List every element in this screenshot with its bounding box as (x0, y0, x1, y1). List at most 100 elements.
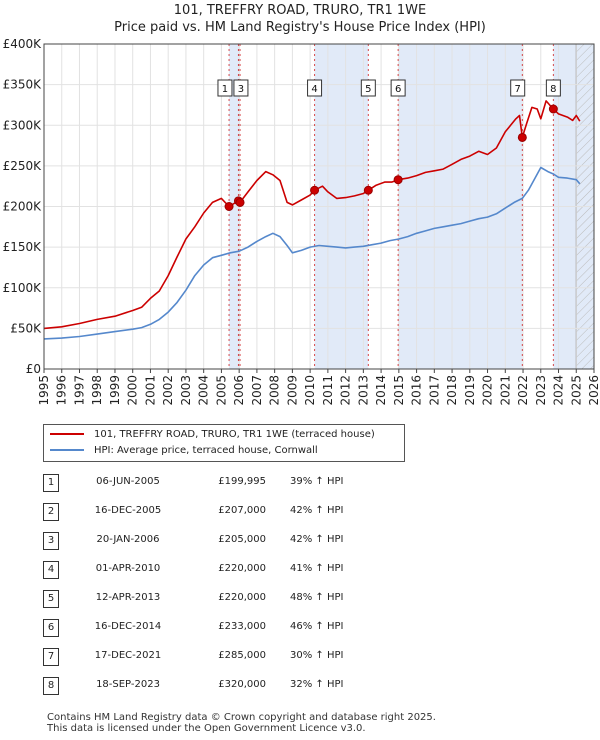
sale-label-text: 7 (515, 84, 521, 95)
sale-date: 16-DEC-2014 (94, 621, 162, 632)
sale-point (224, 202, 234, 212)
x-tick-label: 1997 (72, 375, 86, 406)
y-tick-label: £0 (26, 362, 41, 376)
sale-hpi-change: 42% ↑ HPI (290, 534, 344, 545)
legend-swatch-hpi (50, 449, 84, 451)
sale-price: £320,000 (218, 679, 266, 690)
sales-table-row: 2 16-DEC-2005 £207,000 42% ↑ HPI (0, 499, 600, 528)
y-tick-label: £200K (3, 200, 43, 214)
sale-label-box (217, 79, 233, 97)
x-tick-label: 2014 (374, 375, 388, 406)
sale-hpi-change: 39% ↑ HPI (290, 476, 344, 487)
sales-table-row: 8 18-SEP-2023 £320,000 32% ↑ HPI (0, 673, 600, 702)
x-tick-label: 2011 (321, 375, 335, 406)
sale-label-box (233, 79, 249, 97)
x-tick-label: 2015 (392, 375, 406, 406)
sale-label-text: 4 (311, 84, 317, 95)
sale-date: 16-DEC-2005 (94, 505, 162, 516)
x-tick-label: 2019 (463, 375, 477, 406)
x-tick-label: 1998 (90, 375, 104, 406)
sale-date: 18-SEP-2023 (96, 679, 160, 690)
sale-price: £205,000 (218, 534, 266, 545)
sales-table-row: 1 06-JUN-2005 £199,995 39% ↑ HPI (0, 470, 600, 499)
x-tick-label: 2000 (126, 375, 140, 406)
sales-table-row: 4 01-APR-2010 £220,000 41% ↑ HPI (0, 557, 600, 586)
y-tick-label: £300K (3, 118, 43, 132)
sale-price: £220,000 (218, 563, 266, 574)
sale-price: £207,000 (218, 505, 266, 516)
x-tick-label: 2008 (268, 375, 282, 406)
sale-label-text: 3 (238, 84, 244, 95)
x-tick-label: 2023 (534, 375, 548, 406)
sale-label-box (360, 79, 376, 97)
legend-label-property: 101, TREFFRY ROAD, TRURO, TR1 1WE (terra… (94, 429, 375, 440)
legend-item-hpi: HPI: Average price, terraced house, Corn… (50, 443, 318, 459)
legend: 101, TREFFRY ROAD, TRURO, TR1 1WE (terra… (43, 424, 405, 462)
x-tick-label: 2026 (587, 375, 600, 406)
sale-label-text: 5 (365, 84, 371, 95)
x-tick-label: 2017 (427, 375, 441, 406)
x-tick-label: 2012 (339, 375, 353, 406)
x-tick-label: 1996 (55, 375, 69, 406)
x-tick-label: 2018 (445, 375, 459, 406)
plot-frame (43, 43, 595, 370)
sale-label-box (545, 79, 561, 97)
sale-label-box (390, 79, 406, 97)
sale-point (393, 175, 403, 185)
sale-hpi-change: 46% ↑ HPI (290, 621, 344, 632)
sale-label-text: 8 (550, 84, 556, 95)
sale-hpi-change: 32% ↑ HPI (290, 679, 344, 690)
sale-price: £285,000 (218, 650, 266, 661)
x-tick-label: 2003 (179, 375, 193, 406)
sale-label-box (510, 79, 526, 97)
chart-subtitle: Price paid vs. HM Land Registry's House … (114, 20, 486, 35)
y-tick-label: £250K (3, 159, 43, 173)
x-tick-label: 2010 (303, 375, 317, 406)
x-tick-label: 2005 (214, 375, 228, 406)
chart-title-block: 101, TREFFRY ROAD, TRURO, TR1 1WE Price … (0, 2, 600, 36)
legend-item-property: 101, TREFFRY ROAD, TRURO, TR1 1WE (terra… (50, 427, 375, 443)
x-tick-label: 2013 (356, 375, 370, 406)
sale-hpi-change: 48% ↑ HPI (290, 592, 344, 603)
sale-hpi-change: 42% ↑ HPI (290, 505, 344, 516)
property-price-line (43, 100, 581, 330)
x-tick-label: 2016 (410, 375, 424, 406)
legend-swatch-property (50, 433, 84, 435)
sale-number-badge: 5 (43, 590, 59, 608)
sale-point (548, 104, 558, 114)
sales-table-row: 5 12-APR-2013 £220,000 48% ↑ HPI (0, 586, 600, 615)
y-tick-label: £50K (10, 321, 42, 335)
x-tick-label: 2009 (285, 375, 299, 406)
sale-point (517, 132, 527, 142)
x-tick-label: 1995 (37, 375, 51, 406)
sale-label-text: 6 (395, 84, 401, 95)
x-tick-label: 1999 (108, 375, 122, 406)
sale-number-badge: 6 (43, 619, 59, 637)
sale-price: £199,995 (218, 476, 266, 487)
sale-point (363, 185, 373, 195)
sale-label-text: 1 (222, 84, 228, 95)
x-tick-label: 2020 (481, 375, 495, 406)
x-tick-label: 2001 (143, 375, 157, 406)
sale-date: 12-APR-2013 (95, 592, 161, 603)
sales-table-row: 7 17-DEC-2021 £285,000 30% ↑ HPI (0, 644, 600, 673)
sale-point (235, 197, 245, 207)
sale-number-badge: 3 (43, 532, 59, 550)
legend-label-hpi: HPI: Average price, terraced house, Corn… (94, 445, 318, 456)
y-tick-label: £100K (3, 281, 43, 295)
x-tick-label: 2004 (197, 375, 211, 406)
sale-number-badge: 2 (43, 503, 59, 521)
sale-number-badge: 4 (43, 561, 59, 579)
x-tick-label: 2002 (161, 375, 175, 406)
x-tick-label: 2022 (516, 375, 530, 406)
sale-price: £233,000 (218, 621, 266, 632)
sales-table-row: 6 16-DEC-2014 £233,000 46% ↑ HPI (0, 615, 600, 644)
y-tick-label: £150K (3, 240, 43, 254)
sale-number-badge: 7 (43, 648, 59, 666)
footer-attribution: Contains HM Land Registry data © Crown c… (47, 712, 436, 734)
sale-date: 06-JUN-2005 (96, 476, 160, 487)
y-tick-label: £400K (3, 37, 43, 51)
footer-line-1: Contains HM Land Registry data © Crown c… (47, 712, 436, 723)
x-tick-label: 2007 (250, 375, 264, 406)
sale-date: 17-DEC-2021 (94, 650, 162, 661)
